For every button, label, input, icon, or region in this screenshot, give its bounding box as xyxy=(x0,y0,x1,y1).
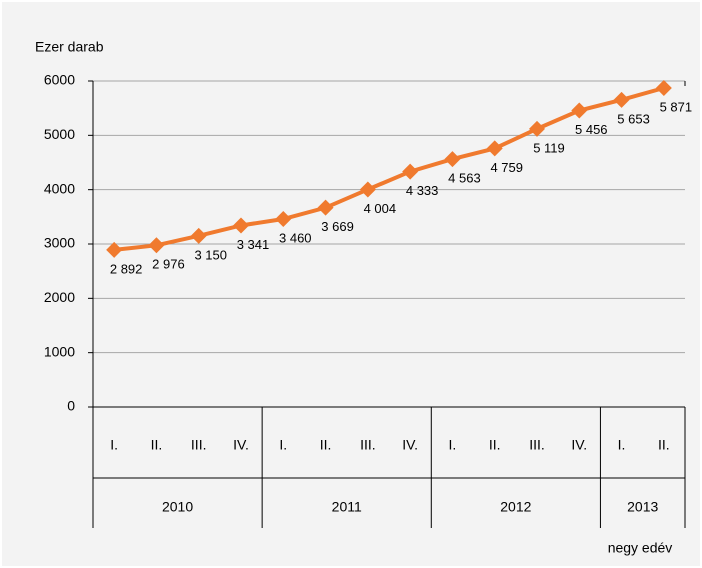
y-tick-label: 5000 xyxy=(44,126,75,142)
data-label: 4 004 xyxy=(364,201,397,216)
x-tick-label: I. xyxy=(618,437,626,453)
x-tick-label: IV. xyxy=(402,437,418,453)
data-label: 5 653 xyxy=(617,111,650,126)
group-label: 2010 xyxy=(162,499,193,515)
x-tick-label: III. xyxy=(360,437,376,453)
marker xyxy=(571,102,588,119)
x-tick-label: I. xyxy=(449,437,457,453)
marker xyxy=(233,217,249,234)
marker xyxy=(655,80,672,97)
x-tick-label: I. xyxy=(279,437,287,453)
data-label: 4 333 xyxy=(406,183,439,198)
marker xyxy=(613,91,630,108)
y-tick-label: 3000 xyxy=(44,235,75,251)
group-label: 2011 xyxy=(332,499,362,515)
marker xyxy=(529,120,545,137)
x-tick-label: III. xyxy=(529,437,545,453)
data-label: 3 669 xyxy=(321,219,354,234)
marker xyxy=(486,140,503,157)
marker xyxy=(275,211,292,228)
y-tick-label: 1000 xyxy=(44,343,75,359)
marker xyxy=(402,163,419,180)
group-label: 2012 xyxy=(500,499,531,515)
marker xyxy=(359,181,376,198)
y-tick-label: 6000 xyxy=(44,72,75,88)
data-label: 3 460 xyxy=(279,230,312,245)
marker xyxy=(106,241,123,258)
marker xyxy=(317,199,334,216)
x-tick-label: I. xyxy=(110,437,118,453)
marker xyxy=(148,237,165,254)
y-axis-label: Ezer darab xyxy=(35,39,104,55)
data-label: 5 119 xyxy=(533,140,565,155)
x-tick-label: II. xyxy=(489,437,501,453)
data-label: 5 456 xyxy=(575,122,608,137)
y-tick-label: 2000 xyxy=(44,289,75,305)
x-tick-label: II. xyxy=(151,437,163,453)
group-label: 2013 xyxy=(627,499,658,515)
x-tick-label: III. xyxy=(191,437,207,453)
x-tick-label: II. xyxy=(658,437,670,453)
x-tick-label: IV. xyxy=(571,437,587,453)
x-axis-label: negy edév xyxy=(608,540,673,556)
marker xyxy=(444,151,461,168)
x-tick-label: IV. xyxy=(233,437,249,453)
data-label: 4 759 xyxy=(490,160,523,175)
data-label: 5 871 xyxy=(660,99,693,114)
data-label: 2 892 xyxy=(110,261,143,276)
marker xyxy=(190,227,207,244)
line xyxy=(113,86,665,252)
data-label: 2 976 xyxy=(152,257,185,272)
y-tick-label: 4000 xyxy=(44,180,75,196)
data-label: 3 341 xyxy=(237,237,270,252)
y-tick-label: 0 xyxy=(67,398,75,414)
data-label: 4 563 xyxy=(448,171,481,186)
data-label: 3 150 xyxy=(194,247,227,262)
x-tick-label: II. xyxy=(320,437,332,453)
